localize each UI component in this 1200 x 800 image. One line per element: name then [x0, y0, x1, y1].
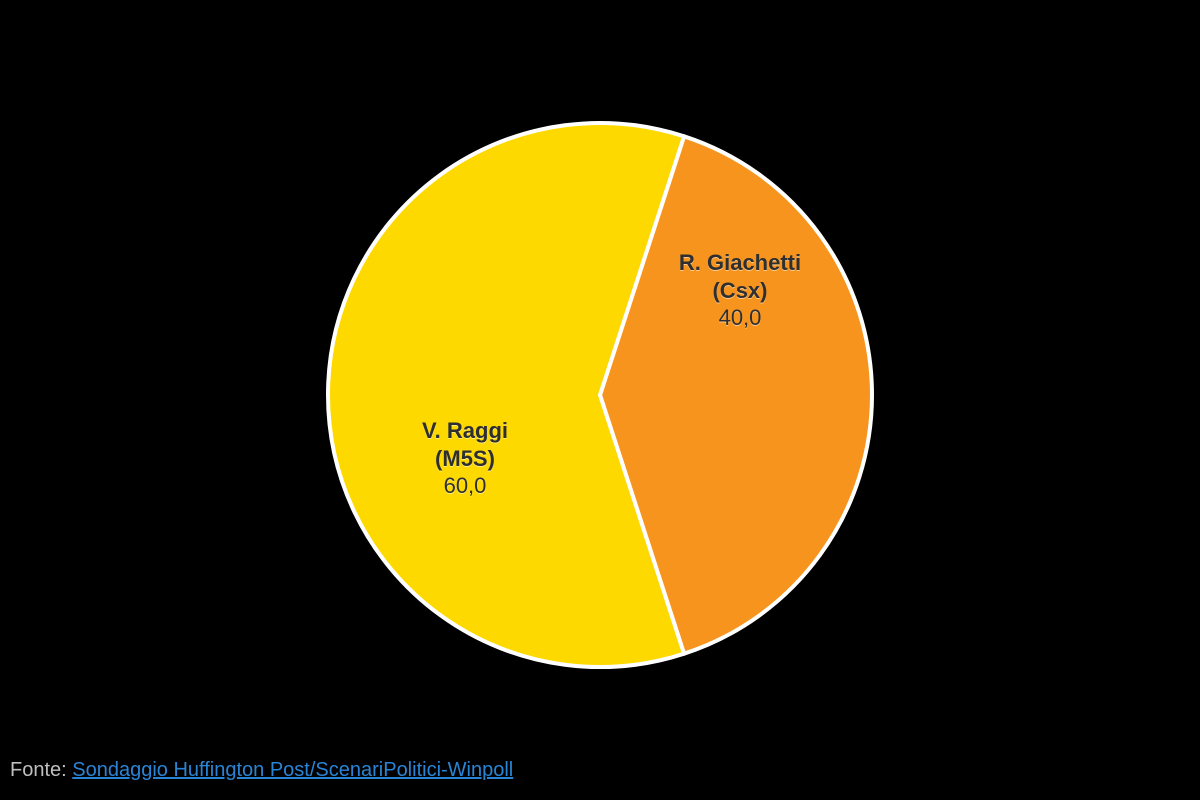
source-footer: Fonte: Sondaggio Huffington Post/Scenari… — [10, 759, 513, 782]
slice-name-line1: R. Giachetti — [679, 250, 801, 275]
pie-chart — [0, 0, 1200, 800]
slice-label-1: V. Raggi (M5S) 60,0 — [422, 417, 508, 500]
slice-name-line2: (Csx) — [712, 277, 767, 302]
slice-name-line1: V. Raggi — [422, 418, 508, 443]
slice-name-line2: (M5S) — [435, 445, 495, 470]
slice-value: 60,0 — [422, 472, 508, 500]
source-prefix: Fonte: — [10, 759, 72, 781]
slice-value: 40,0 — [679, 304, 801, 332]
chart-container: R. Giachetti (Csx) 40,0 V. Raggi (M5S) 6… — [0, 0, 1200, 800]
source-link[interactable]: Sondaggio Huffington Post/ScenariPolitic… — [72, 759, 513, 781]
slice-label-0: R. Giachetti (Csx) 40,0 — [679, 249, 801, 332]
